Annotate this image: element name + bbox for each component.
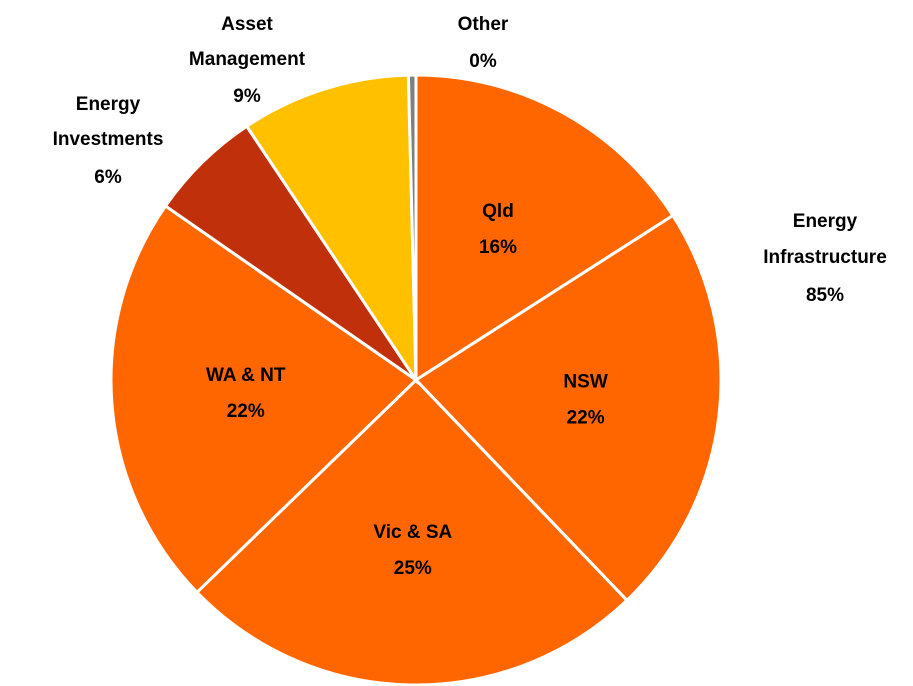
slice-value-label: 25% (394, 558, 432, 579)
slice-label: Other (458, 14, 509, 35)
slice-value-label: 22% (567, 407, 605, 428)
pie-slice (194, 377, 630, 686)
pie-slice (244, 73, 418, 386)
slice-value-label: 16% (479, 237, 517, 258)
slice-value-label: 6% (94, 167, 122, 188)
slice-label: Energy Investments (53, 94, 164, 150)
slice-label: Qld (482, 201, 514, 222)
slice-label: Vic & SA (373, 522, 452, 543)
slice-value-label: 0% (469, 51, 497, 72)
slice-label: NSW (563, 371, 607, 392)
pie-slice (414, 73, 675, 383)
slice-label: Asset Management (189, 14, 306, 70)
group-label: Energy Infrastructure (763, 211, 887, 268)
slice-value-label: 9% (233, 86, 261, 107)
pie-slice (406, 73, 418, 381)
slice-value-label: 22% (227, 401, 265, 422)
pie-slice (109, 203, 419, 595)
group-value-label: 85% (806, 285, 844, 306)
pie-slice (413, 213, 723, 603)
slice-label: WA & NT (206, 365, 286, 386)
